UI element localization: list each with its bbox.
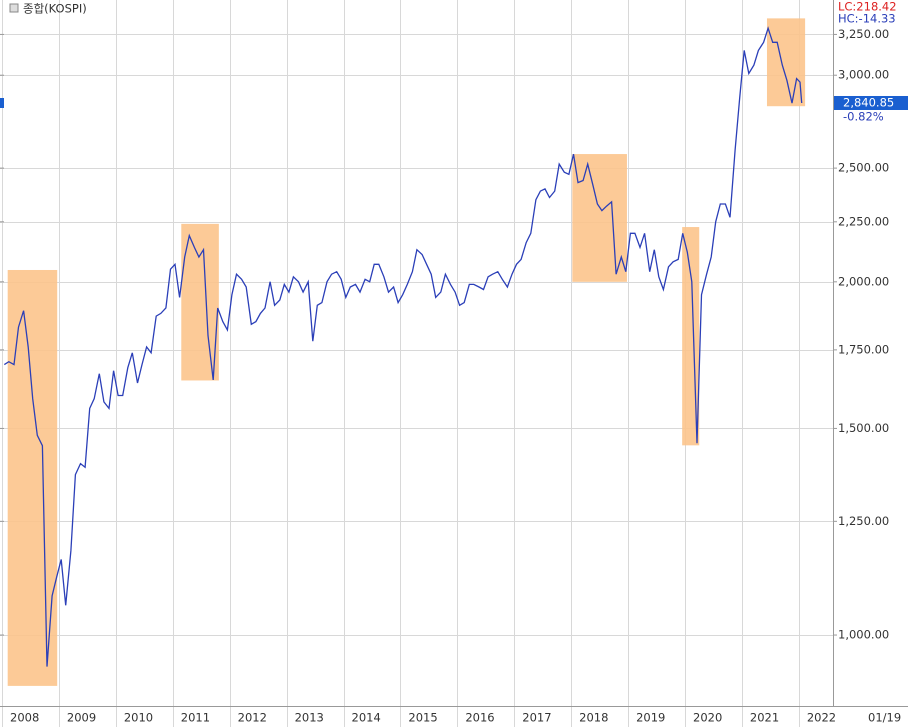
plot-layer [0,0,833,727]
x-tick-label: 2016 [465,711,494,725]
x-tick-label: 2012 [238,711,267,725]
highlight-box [766,18,806,107]
x-tick-label: 2011 [181,711,210,725]
x-tick-label: 2015 [408,711,437,725]
last-value-label: 2,840.85 [843,95,894,109]
chart-title: 종합(KOSPI) [23,2,87,16]
x-tick-label: 2022 [807,711,836,725]
x-tick-label: 2019 [636,711,665,725]
x-tick-label: 2018 [579,711,608,725]
highlight-box [682,227,700,446]
series-line [3,26,803,667]
y-tick-label: 1,750.00 [838,342,889,356]
x-tick-label: 2017 [522,711,551,725]
hc-label: HC:-14.33 [838,12,896,26]
x-tick-label: 2010 [124,711,153,725]
last-value-box [834,95,908,110]
cursor-date: 01/19 [868,711,901,725]
title-icon [9,3,19,13]
lc-label: LC:218.42 [838,0,897,14]
y-tick-label: 3,000.00 [838,68,889,82]
y-tick-label: 2,500.00 [838,161,889,175]
y-tick-label: 2,000.00 [838,274,889,288]
x-tick-label: 2009 [67,711,96,725]
x-tick-label: 2008 [10,711,39,725]
left-marker [0,97,4,108]
y-tick-label: 1,250.00 [838,514,889,528]
y-tick-label: 1,000.00 [838,628,889,642]
x-tick-label: 2021 [750,711,779,725]
highlight-box [181,223,219,381]
y-tick-label: 1,500.00 [838,421,889,435]
y-tick-label: 2,250.00 [838,214,889,228]
x-tick-label: 2013 [295,711,324,725]
x-tick-label: 2014 [352,711,381,725]
change-label: -0.82% [843,109,884,123]
highlight-box [572,154,627,282]
x-tick-label: 2020 [693,711,722,725]
highlight-box [7,269,58,686]
y-tick-label: 3,250.00 [838,27,889,41]
